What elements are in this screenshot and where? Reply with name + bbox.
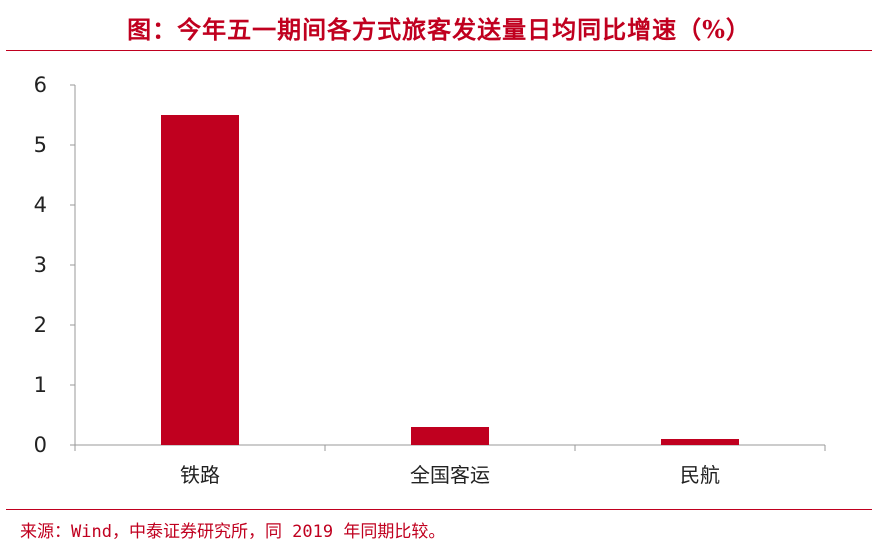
y-tick-label: 2 — [34, 313, 47, 337]
y-axis: 0 1 2 3 4 5 6 — [34, 73, 76, 457]
y-tick-label: 3 — [34, 253, 47, 277]
x-axis: 铁路 全国客运 民航 — [74, 444, 826, 487]
bars — [161, 115, 739, 445]
y-tick-label: 5 — [34, 133, 47, 157]
y-tick-label: 6 — [34, 73, 47, 97]
title-rule — [6, 50, 872, 51]
y-tick-label: 0 — [34, 433, 47, 457]
bar-3 — [661, 439, 739, 445]
source-note: 来源：Wind，中泰证券研究所，同 2019 年同期比较。 — [20, 522, 446, 542]
y-tick-label: 1 — [34, 373, 47, 397]
bar-1 — [161, 115, 239, 445]
x-category-label: 民航 — [680, 463, 720, 487]
bar-2 — [411, 427, 489, 445]
y-tick-label: 4 — [34, 193, 47, 217]
x-category-label: 铁路 — [180, 463, 220, 487]
source-rule — [6, 509, 872, 510]
chart-title: 图：今年五一期间各方式旅客发送量日均同比增速（%） — [127, 15, 751, 44]
x-category-label: 全国客运 — [410, 463, 490, 487]
